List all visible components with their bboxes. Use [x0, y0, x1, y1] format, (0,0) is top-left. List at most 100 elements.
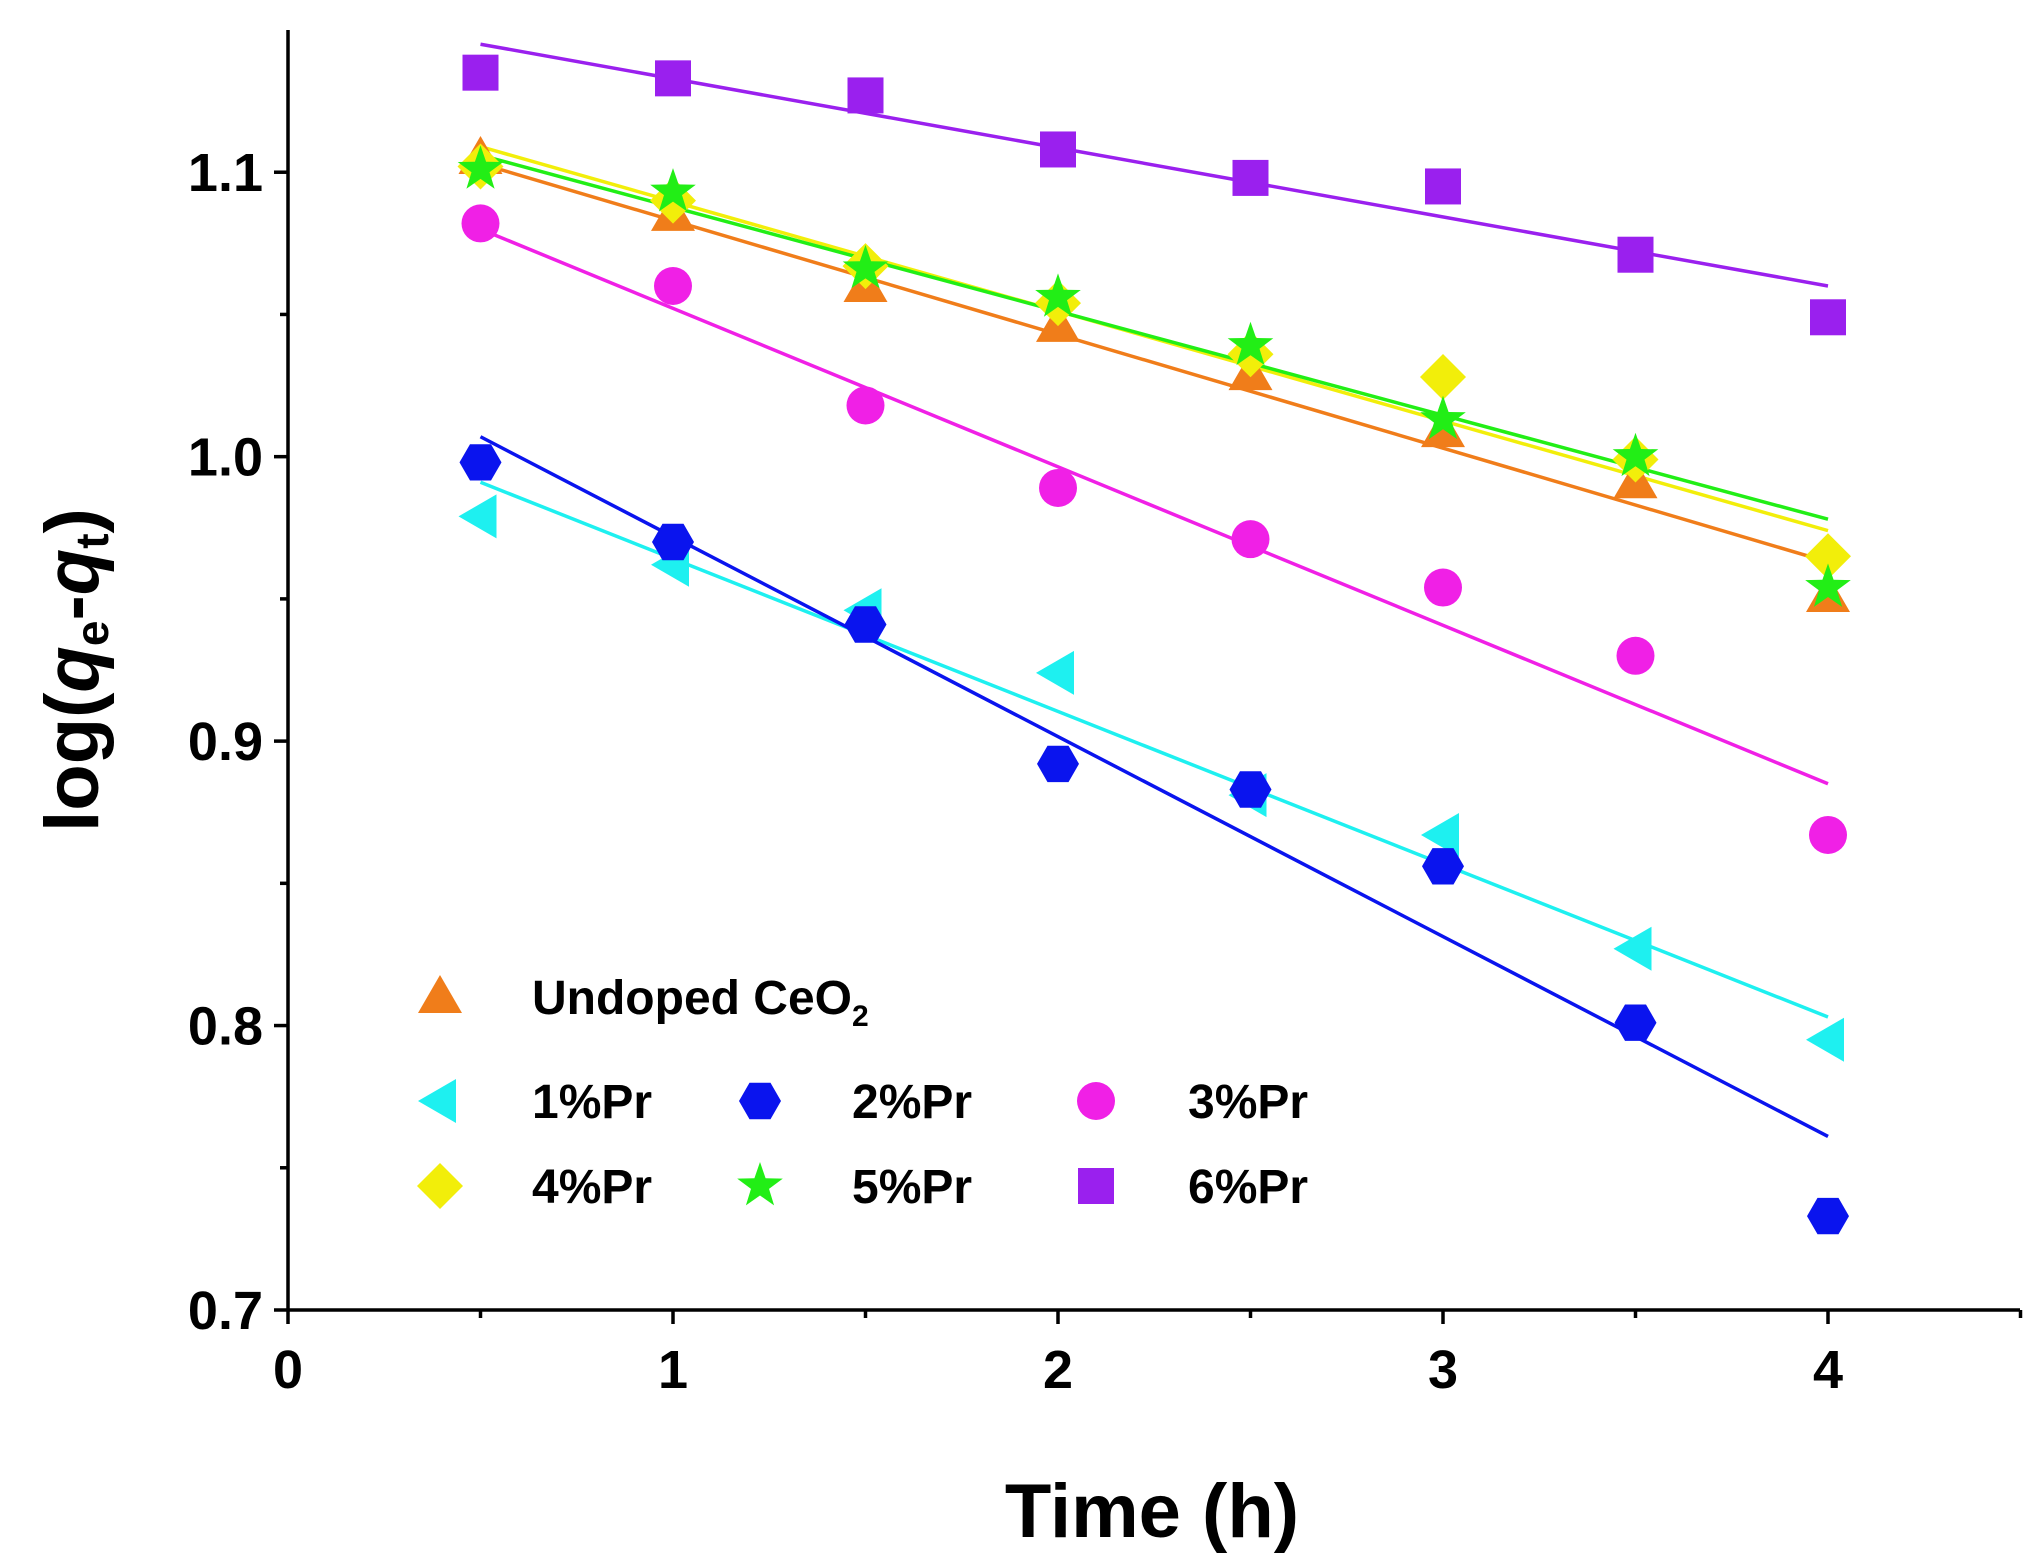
data-point-6-pr	[1810, 299, 1846, 336]
data-point-4-pr	[1805, 533, 1851, 580]
data-point-5-pr	[1612, 432, 1659, 477]
legend-marker-4-pr	[417, 1163, 463, 1209]
data-point-2-pr	[459, 444, 502, 481]
data-point-1-pr	[458, 494, 497, 539]
plot-area	[457, 42, 1851, 1235]
data-point-3-pr	[1039, 468, 1077, 507]
x-tick-label: 3	[1428, 1340, 1458, 1400]
x-tick-label: 0	[273, 1340, 303, 1400]
data-point-5-pr	[842, 244, 889, 289]
data-point-6-pr	[847, 77, 884, 114]
legend-marker-6-pr	[1078, 1168, 1114, 1204]
data-point-1-pr	[1806, 1017, 1844, 1062]
data-point-6-pr	[1232, 159, 1269, 196]
data-point-1-pr	[1036, 650, 1074, 695]
data-point-5-pr	[1420, 395, 1466, 440]
y-title-sub1: e	[66, 621, 118, 647]
legend-marker-2-pr	[739, 1082, 781, 1120]
points-6-pr	[462, 54, 1846, 336]
legend-marker-3-pr	[1077, 1082, 1115, 1120]
y-tick-label: 0.9	[188, 712, 263, 772]
data-point-6-pr	[655, 60, 691, 97]
data-point-1-pr	[1613, 926, 1652, 971]
legend-item-2-pr: 2%Pr	[739, 1076, 972, 1129]
data-point-6-pr	[462, 54, 499, 91]
y-title-pre: log(	[30, 692, 115, 832]
data-point-3-pr	[1809, 815, 1847, 854]
data-point-5-pr	[1805, 563, 1851, 607]
fit-line-undoped-ceo2	[480, 162, 1829, 564]
data-point-6-pr	[1617, 236, 1654, 273]
data-point-3-pr	[461, 204, 500, 243]
data-point-5-pr	[1227, 321, 1274, 366]
legend-label-undoped-ceo2: Undoped CeO2	[532, 972, 869, 1033]
fit-line-5-pr	[480, 153, 1829, 521]
legend-label-4-pr: 4%Pr	[532, 1161, 652, 1214]
points-3-pr	[461, 204, 1847, 854]
data-point-5-pr	[1035, 273, 1081, 317]
legend-label-3-pr: 3%Pr	[1188, 1076, 1308, 1129]
ticks: 0 1 2 3 4 0.7 0.8 0.9 1.0 1.1	[188, 143, 2023, 1400]
legend-label-1-pr: 1%Pr	[532, 1076, 652, 1129]
data-point-6-pr	[1425, 168, 1461, 205]
data-point-2-pr	[844, 606, 887, 643]
legend-marker-1-pr	[418, 1079, 456, 1123]
series-1-pr	[479, 480, 1829, 1019]
series-6-pr	[480, 42, 1829, 288]
legend-label-5-pr: 5%Pr	[852, 1161, 972, 1214]
data-point-2-pr	[1422, 848, 1464, 885]
y-title-q2: q	[30, 549, 115, 595]
data-point-2-pr	[1037, 745, 1079, 783]
fit-line-6-pr	[480, 42, 1829, 288]
legend-label-6-pr: 6%Pr	[1188, 1161, 1308, 1214]
points-5-pr	[457, 145, 1851, 607]
y-title-post: )	[30, 508, 115, 533]
series-undoped-ceo2	[480, 162, 1829, 564]
x-tick-label: 4	[1813, 1340, 1843, 1400]
data-point-2-pr	[1807, 1197, 1849, 1235]
y-tick-label: 1.1	[188, 143, 263, 203]
x-axis-title: Time (h)	[1005, 1469, 1299, 1554]
series-3-pr	[479, 227, 1829, 786]
fit-line-3-pr	[479, 227, 1829, 786]
legend-item-5-pr: 5%Pr	[737, 1161, 972, 1214]
y-axis-title: log(qe-qt)	[30, 508, 118, 832]
legend-label-2-pr: 2%Pr	[852, 1076, 972, 1129]
legend-item-4-pr: 4%Pr	[417, 1161, 652, 1214]
legend-marker-5-pr	[737, 1162, 783, 1206]
series-2-pr	[479, 435, 1829, 1139]
y-title-sub2: t	[66, 533, 118, 548]
x-tick-label: 2	[1043, 1340, 1073, 1400]
y-title-q1: q	[30, 646, 115, 692]
data-point-2-pr	[1229, 771, 1272, 808]
legend-item-undoped-ceo2: Undoped CeO2	[418, 972, 869, 1033]
y-tick-label: 1.0	[188, 428, 263, 488]
data-point-6-pr	[1040, 131, 1076, 168]
legend-item-6-pr: 6%Pr	[1078, 1161, 1308, 1214]
data-point-3-pr	[1424, 568, 1462, 607]
data-point-5-pr	[650, 168, 696, 212]
data-point-2-pr	[1614, 1004, 1657, 1041]
data-point-4-pr	[1420, 354, 1466, 401]
data-point-3-pr	[1616, 636, 1655, 675]
series-5-pr	[480, 153, 1829, 521]
data-point-2-pr	[652, 523, 694, 561]
data-point-3-pr	[1231, 520, 1270, 559]
y-tick-label: 0.8	[188, 997, 263, 1057]
axes	[286, 30, 2020, 1312]
fit-line-1-pr	[479, 480, 1829, 1019]
legend-item-1-pr: 1%Pr	[418, 1076, 652, 1129]
data-point-1-pr	[1421, 812, 1459, 857]
data-point-3-pr	[654, 267, 692, 305]
points-2-pr	[459, 444, 1849, 1235]
y-tick-label: 0.7	[188, 1281, 263, 1341]
x-tick-label: 1	[658, 1340, 688, 1400]
data-point-3-pr	[846, 386, 885, 425]
legend-item-3-pr: 3%Pr	[1077, 1076, 1308, 1129]
data-point-5-pr	[457, 145, 504, 189]
y-title-dash: -	[30, 595, 115, 620]
legend-marker-undoped-ceo2	[418, 975, 462, 1013]
fit-line-2-pr	[479, 435, 1829, 1139]
legend: Undoped CeO2 1%Pr 2%Pr 3%Pr 4%Pr 5%Pr 6%Pr	[417, 972, 1308, 1214]
